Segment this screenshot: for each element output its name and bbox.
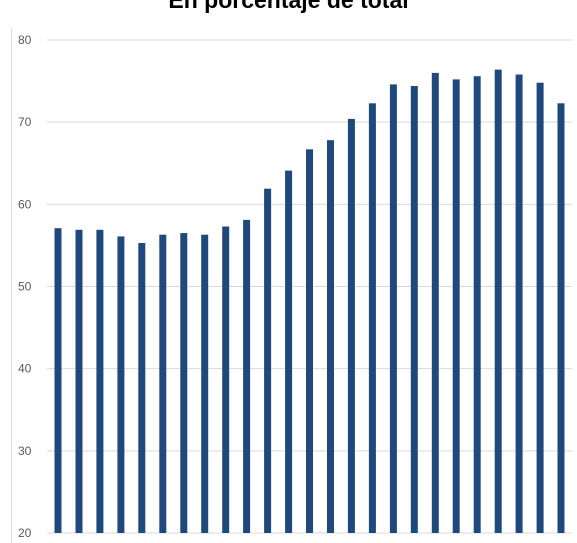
y-tick-label: 80 (18, 33, 32, 47)
left-frame-line (11, 28, 12, 543)
bar-20 (452, 79, 460, 534)
bar-25 (557, 103, 565, 534)
bar-19 (431, 72, 439, 534)
bar-22 (494, 69, 502, 533)
y-tick-label: 50 (18, 280, 32, 294)
bar-10 (243, 219, 251, 533)
y-tick-label: 20 (18, 526, 32, 540)
y-tick-label: 40 (18, 362, 32, 376)
bar-1 (54, 228, 62, 533)
bar-4 (117, 236, 125, 533)
bar-6 (159, 234, 167, 533)
bar-11 (264, 188, 272, 533)
chart-title: En porcentaje de total (168, 0, 409, 13)
bar-21 (473, 76, 481, 533)
bar-15 (347, 118, 355, 534)
bar-2 (75, 229, 83, 534)
bar-23 (515, 74, 523, 533)
y-tick-label: 30 (18, 444, 32, 458)
bar-9 (222, 226, 230, 533)
bar-8 (201, 234, 209, 533)
bars (54, 69, 565, 534)
bar-7 (180, 233, 188, 533)
bar-5 (138, 243, 146, 533)
y-tick-label: 70 (18, 115, 32, 129)
bar-12 (285, 170, 293, 533)
bar-18 (410, 86, 418, 533)
bar-16 (368, 103, 376, 534)
bar-13 (306, 149, 313, 534)
bar-14 (327, 140, 334, 533)
y-tick-label: 60 (18, 197, 32, 211)
y-axis-ticks: 20 30 40 50 60 70 80 (18, 33, 32, 540)
bar-24 (536, 82, 544, 533)
bar-17 (389, 84, 397, 534)
bar-3 (96, 229, 104, 534)
